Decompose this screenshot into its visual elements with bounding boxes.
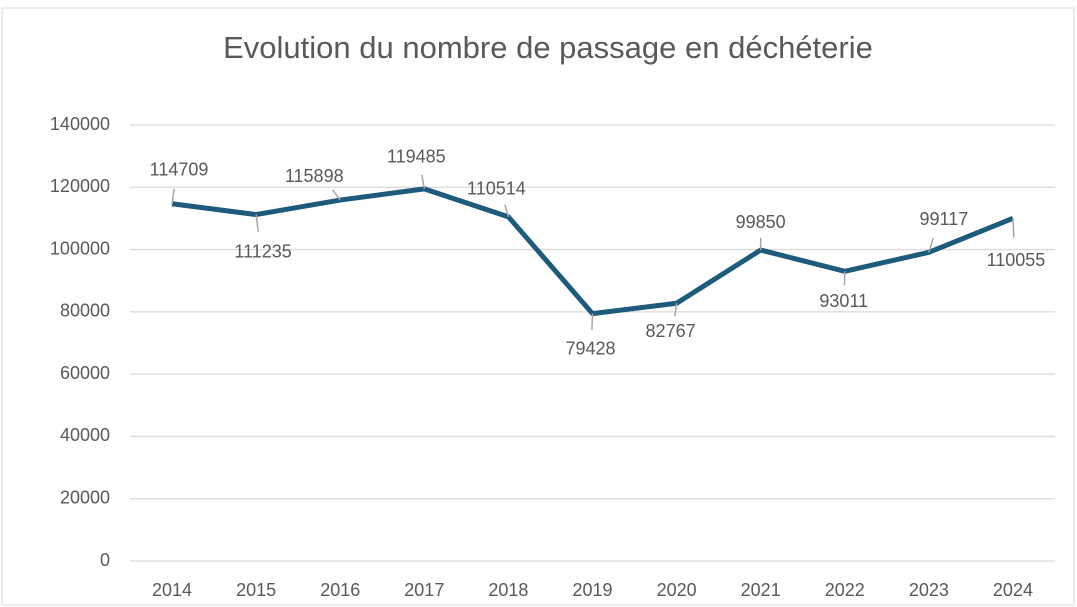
data-label: 114709 [150, 160, 209, 180]
x-tick-label: 2016 [320, 580, 360, 600]
leader-line [171, 188, 175, 204]
leader-line [421, 174, 426, 190]
x-tick-label: 2024 [993, 580, 1033, 600]
chart-title: Evolution du nombre de passage en déchét… [223, 30, 873, 65]
leader-line [928, 237, 935, 253]
x-tick-label: 2021 [741, 580, 781, 600]
data-label: 115898 [285, 166, 344, 186]
data-label: 99117 [920, 209, 969, 229]
data-label: 82767 [646, 321, 696, 341]
data-label: 99850 [736, 212, 786, 232]
x-tick-label: 2017 [404, 580, 444, 600]
data-label: 110055 [987, 250, 1046, 270]
data-label: 110514 [467, 179, 526, 199]
y-tick-label: 0 [100, 550, 110, 570]
chart-border [1, 7, 1075, 606]
leader-line [255, 214, 259, 232]
x-tick-label: 2019 [572, 580, 612, 600]
y-tick-label: 60000 [60, 363, 110, 383]
x-tick-label: 2020 [657, 580, 697, 600]
data-label: 79428 [565, 338, 615, 358]
data-label: 119485 [387, 147, 446, 167]
y-tick-label: 20000 [60, 487, 110, 507]
y-tick-label: 100000 [50, 238, 110, 258]
y-tick-label: 80000 [60, 301, 110, 321]
x-tick-label: 2015 [236, 580, 276, 600]
leader-line [1012, 218, 1015, 238]
leader-line [504, 204, 510, 218]
y-tick-label: 120000 [50, 176, 110, 196]
leader-line [331, 189, 341, 201]
y-tick-label: 140000 [50, 114, 110, 134]
x-tick-label: 2014 [152, 580, 192, 600]
leader-line [591, 313, 594, 330]
leader-line [674, 303, 678, 317]
x-tick-label: 2018 [488, 580, 528, 600]
x-tick-label: 2022 [825, 580, 865, 600]
x-tick-label: 2023 [909, 580, 949, 600]
data-label: 111235 [234, 241, 291, 261]
y-tick-label: 40000 [60, 425, 110, 445]
data-label: 93011 [819, 291, 868, 311]
